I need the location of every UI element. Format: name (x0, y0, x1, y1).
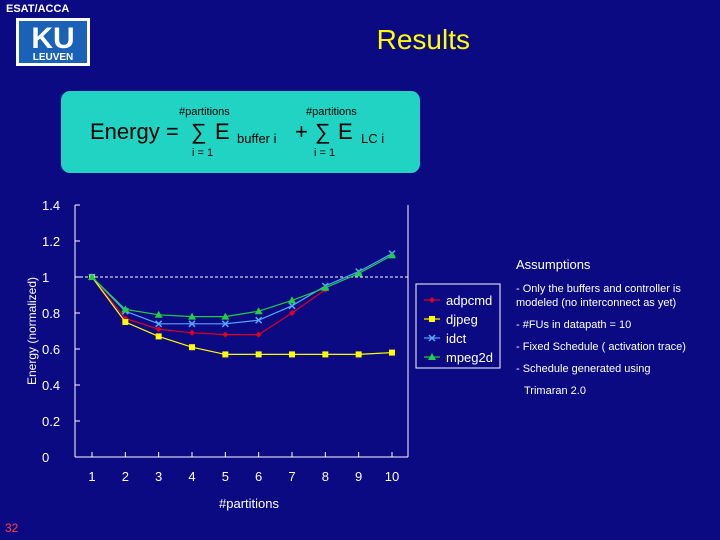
y-tick-label: 1.2 (42, 234, 60, 249)
legend-label-djpeg: djpeg (446, 312, 478, 327)
y-tick-label: 0.2 (42, 414, 60, 429)
logo-text-top: KU (31, 22, 74, 55)
data-point-djpeg (222, 351, 229, 358)
assumption-item: - Schedule generated using (516, 363, 651, 375)
organization-label: ESAT/ACCA (6, 3, 70, 15)
x-tick-label: 3 (155, 469, 162, 484)
data-point-djpeg (322, 351, 329, 358)
formula-sub-buffer: buffer i (237, 131, 277, 146)
legend-marker-idct (428, 334, 436, 342)
data-point-djpeg (255, 351, 262, 358)
data-point-djpeg (389, 349, 395, 356)
formula-plus: + (295, 119, 308, 144)
series-line-mpeg2d (91, 254, 393, 318)
data-point-adpcmd (255, 331, 262, 338)
data-point-djpeg (155, 333, 162, 340)
data-point-mpeg2d (221, 312, 230, 320)
data-point-idct (188, 320, 196, 328)
data-point-mpeg2d (254, 307, 263, 315)
legend-marker-adpcmd (429, 297, 435, 303)
data-point-adpcmd (155, 326, 162, 333)
formula-sub-lc: LC i (361, 131, 385, 146)
legend-box (415, 283, 501, 369)
data-point-mpeg2d (288, 296, 296, 304)
x-axis-label: #partitions (219, 496, 279, 511)
data-point-mpeg2d (388, 251, 396, 259)
legend-label-adpcmd: adpcmd (446, 293, 492, 308)
data-point-adpcmd (189, 329, 195, 336)
y-tick-label: 0 (42, 450, 49, 465)
ku-leuven-logo: KU LEUVEN (16, 18, 90, 66)
formula-upper-limit-1: #partitions (179, 106, 230, 118)
x-tick-label: 1 (88, 469, 95, 484)
assumptions-panel: Assumptions - Only the buffers and contr… (516, 258, 716, 406)
slide-title: Results (376, 24, 470, 55)
y-tick-label: 1 (42, 270, 49, 285)
data-point-adpcmd (289, 310, 295, 316)
legend-marker-djpeg (429, 316, 435, 322)
logo-text-bottom: LEUVEN (33, 52, 74, 63)
data-point-adpcmd (222, 331, 229, 338)
legend-label-idct: idct (446, 331, 467, 346)
data-point-idct (288, 302, 296, 310)
data-point-djpeg (355, 351, 362, 358)
sum-symbol-1: ∑ (191, 119, 207, 144)
x-tick-label: 6 (255, 469, 262, 484)
data-point-djpeg (122, 319, 129, 325)
formula-e-2: E (338, 119, 353, 144)
assumption-item: - Fixed Schedule ( activation trace) (516, 341, 686, 353)
energy-formula: #partitions #partitions Energy = ∑ E buf… (61, 91, 420, 173)
series-line-djpeg (91, 276, 393, 355)
y-tick-label: 0.6 (42, 342, 60, 357)
x-tick-label: 8 (322, 469, 329, 484)
y-axis-label: Energy (normalized) (25, 277, 39, 385)
legend-label-mpeg2d: mpeg2d (446, 350, 493, 365)
formula-lower-limit-1: i = 1 (192, 147, 214, 159)
x-tick-label: 5 (222, 469, 229, 484)
assumptions-title: Assumptions (516, 257, 591, 272)
data-point-idct (255, 316, 263, 324)
series-line-idct (91, 253, 393, 325)
x-tick-label: 9 (355, 469, 362, 484)
y-tick-label: 0.4 (42, 378, 60, 393)
assumption-item: Trimaran 2.0 (524, 385, 586, 397)
y-tick-label: 1.4 (42, 198, 60, 213)
x-tick-label: 4 (188, 469, 195, 484)
assumption-item: - Only the buffers and controller is mod… (516, 283, 681, 309)
data-point-mpeg2d (154, 310, 163, 318)
sum-symbol-2: ∑ (315, 119, 331, 144)
data-point-mpeg2d (354, 269, 363, 277)
formula-lower-limit-2: i = 1 (314, 147, 336, 159)
page-number: 32 (5, 521, 19, 535)
data-point-mpeg2d (321, 283, 330, 291)
formula-lhs: Energy = (90, 119, 179, 144)
x-tick-label: 7 (288, 469, 295, 484)
formula-e-1: E (215, 119, 230, 144)
data-point-idct (221, 320, 229, 328)
data-point-mpeg2d (188, 312, 196, 320)
data-point-mpeg2d (88, 273, 96, 280)
assumption-item: - #FUs in datapath = 10 (516, 319, 632, 331)
data-point-mpeg2d (121, 305, 130, 313)
formula-upper-limit-2: #partitions (306, 106, 357, 118)
data-point-djpeg (189, 344, 195, 351)
legend-marker-mpeg2d (428, 353, 436, 360)
data-point-idct (155, 320, 163, 328)
x-tick-label: 2 (122, 469, 129, 484)
data-point-djpeg (289, 351, 295, 358)
y-tick-label: 0.8 (42, 306, 60, 321)
series-line-adpcmd (91, 276, 326, 336)
x-tick-label: 10 (385, 469, 399, 484)
